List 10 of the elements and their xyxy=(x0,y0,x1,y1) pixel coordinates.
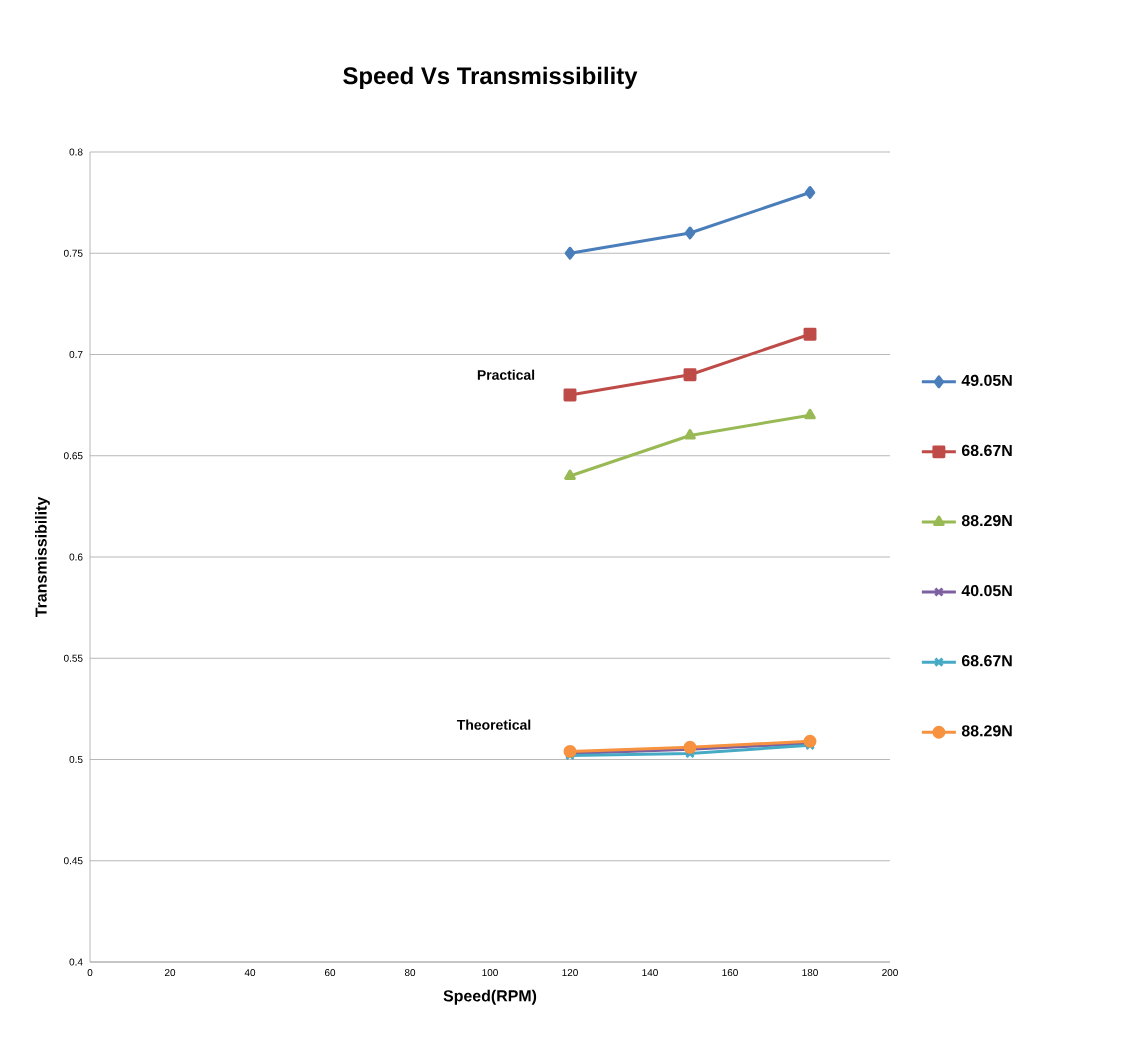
point xyxy=(684,429,696,440)
point xyxy=(564,469,576,480)
point xyxy=(563,388,577,402)
point xyxy=(804,408,816,420)
point xyxy=(564,246,576,260)
point xyxy=(804,186,816,199)
point xyxy=(803,327,817,341)
point xyxy=(683,368,697,382)
point xyxy=(684,226,696,240)
chart-title: Speed Vs Transmissibility xyxy=(343,66,638,89)
